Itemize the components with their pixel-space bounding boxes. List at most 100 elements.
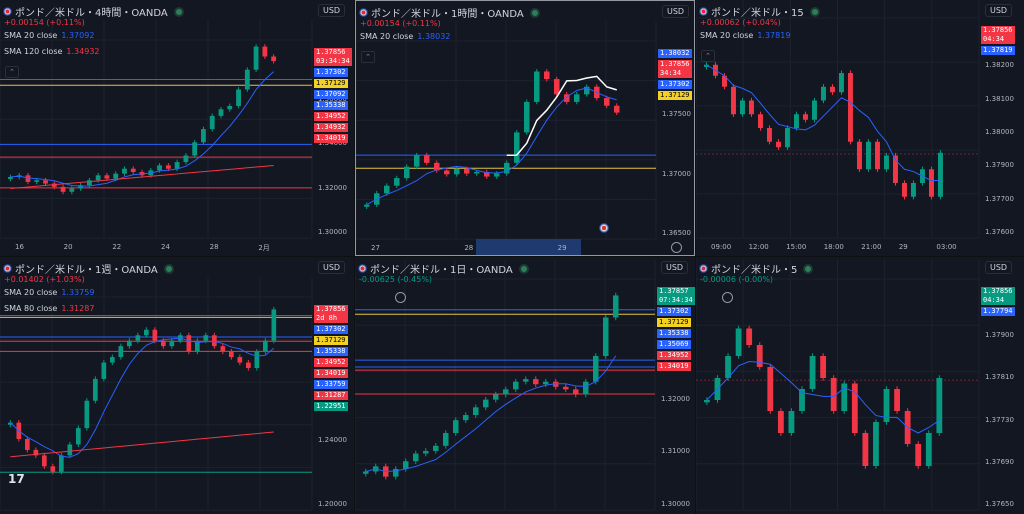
price-change: -0.00006 (-0.00%)	[700, 275, 774, 284]
chart-panel-5m[interactable]: ポンド／米ドル・5-0.00006 (-0.00%)USD1.380001.37…	[696, 257, 1024, 514]
indicator-legend[interactable]: SMA 20 close 1.37092	[4, 31, 94, 40]
chart-panel-1h[interactable]: ポンド／米ドル・1時間・OANDA +0.00154 (+0.11%) SMA 20…	[355, 0, 695, 256]
candle-body	[925, 433, 932, 466]
candle-body	[169, 340, 175, 347]
candle-body	[59, 455, 64, 472]
candle-body	[767, 367, 774, 411]
y-axis-tick: 1.32000	[318, 183, 347, 192]
panel-title[interactable]: ポンド／米ドル・1時間・OANDA	[359, 5, 540, 20]
chart-panel-4h[interactable]: ポンド／米ドル・4時間・OANDA +0.00154 (+0.11%) SMA 20…	[0, 0, 354, 256]
candle-body	[84, 400, 90, 429]
price-label: 1.37129	[657, 318, 691, 327]
currency-button[interactable]: USD	[661, 261, 689, 274]
currency-button[interactable]: USD	[662, 5, 690, 18]
currency-button[interactable]: USD	[985, 261, 1013, 274]
panel-title[interactable]: ポンド／米ドル・4時間・OANDA	[3, 4, 184, 19]
chart-panel-15m[interactable]: ポンド／米ドル・15 +0.00062 (+0.04%) SMA 20 close 1…	[696, 0, 1024, 256]
chart-canvas[interactable]	[696, 0, 1024, 256]
market-open-icon	[173, 6, 184, 17]
symbol-title: ポンド／米ドル・15	[711, 8, 804, 19]
globe-icon[interactable]	[395, 292, 406, 303]
indicator-name: SMA 20 close	[4, 31, 58, 40]
candle-body	[414, 155, 420, 167]
market-open-icon	[518, 263, 529, 274]
candle-body	[894, 389, 900, 411]
chart-canvas[interactable]	[696, 257, 1024, 514]
candle-body	[873, 422, 879, 466]
candle-body	[363, 471, 369, 474]
indicator-legend[interactable]: SMA 120 close 1.34932	[4, 47, 100, 56]
indicator-legend[interactable]: SMA 20 close 1.38032	[360, 32, 450, 41]
candle-body	[454, 168, 460, 175]
candle-body	[186, 335, 192, 352]
chart-panel-1w[interactable]: ポンド／米ドル・1週・OANDA +0.01402 (+1.03%) SMA 20 …	[0, 257, 354, 514]
globe-icon[interactable]	[722, 292, 733, 303]
y-axis-tick: 1.37000	[662, 169, 691, 178]
currency-button[interactable]: USD	[985, 4, 1013, 17]
candle-body	[746, 328, 753, 345]
candle-body	[812, 100, 817, 120]
candle-body	[237, 357, 243, 363]
y-axis-tick: 1.32000	[661, 394, 690, 403]
indicator-legend[interactable]: SMA 20 close 1.33759	[4, 288, 94, 297]
chart-canvas[interactable]	[0, 0, 354, 256]
y-axis-tick: 1.30000	[661, 500, 690, 508]
currency-button[interactable]: USD	[318, 4, 346, 17]
gbpusd-flag-icon	[359, 8, 368, 17]
drawn-trend-curve[interactable]	[506, 75, 617, 156]
collapse-legend-button[interactable]: ⌃	[701, 50, 715, 62]
chart-canvas[interactable]	[356, 1, 695, 256]
tradingview-logo[interactable]: 17	[8, 472, 25, 486]
candle-body	[603, 317, 609, 356]
collapse-legend-button[interactable]: ⌃	[361, 51, 375, 63]
y-axis-tick: 1.34000	[318, 139, 347, 147]
panel-title[interactable]: ポンド／米ドル・1日・OANDA	[358, 261, 529, 276]
x-axis-tick: 28	[464, 244, 474, 252]
price-label: 1.34019	[314, 134, 348, 143]
candle-body	[493, 394, 499, 400]
candle-body	[821, 86, 826, 101]
candle-body	[704, 400, 710, 403]
candle-body	[413, 453, 419, 462]
x-axis-tick: 21:00	[861, 243, 882, 251]
currency-button[interactable]: USD	[318, 261, 346, 274]
candle-body	[614, 105, 620, 113]
price-label: 1.37856 04:34	[981, 287, 1015, 305]
candle-body	[443, 433, 449, 446]
symbol-title: ポンド／米ドル・4時間・OANDA	[15, 8, 168, 19]
candle-body	[756, 345, 763, 367]
candle-body	[866, 141, 871, 170]
chart-panel-1d[interactable]: ポンド／米ドル・1日・OANDA-0.00625 (-0.45%)USD1.36…	[355, 257, 695, 514]
gbpusd-flag-icon	[699, 264, 708, 273]
time-highlight	[476, 239, 581, 255]
panel-title[interactable]: ポンド／米ドル・1週・OANDA	[3, 261, 174, 276]
price-label: 1.37819	[981, 46, 1015, 55]
indicator-legend[interactable]: SMA 80 close 1.31287	[4, 304, 94, 313]
candle-body	[424, 155, 430, 163]
candle-body	[704, 64, 709, 67]
price-label: 1.37856 04:34	[981, 26, 1015, 44]
candle-body	[534, 71, 540, 102]
price-label: 1.37302	[658, 80, 692, 89]
chart-canvas[interactable]	[355, 257, 695, 514]
price-change: +0.01402 (+1.03%)	[4, 275, 85, 284]
gbpusd-flag-icon	[3, 7, 12, 16]
candle-body	[848, 73, 853, 142]
panel-title[interactable]: ポンド／米ドル・15	[699, 4, 820, 19]
candle-body	[135, 335, 141, 341]
candle-body	[776, 141, 781, 148]
collapse-legend-button[interactable]: ⌃	[5, 66, 19, 78]
indicator-legend[interactable]: SMA 20 close 1.37819	[700, 31, 790, 40]
price-label: 1.35338	[657, 329, 691, 338]
candle-body	[263, 340, 268, 352]
panel-title[interactable]: ポンド／米ドル・5	[699, 261, 814, 276]
economic-event-icon[interactable]	[599, 223, 609, 233]
chart-canvas[interactable]	[0, 257, 354, 514]
candle-body	[93, 378, 98, 401]
candle-body	[883, 389, 890, 422]
candle-body	[104, 175, 110, 179]
candle-body	[809, 356, 816, 389]
candle-body	[271, 56, 277, 62]
settings-circle-icon[interactable]	[671, 242, 682, 253]
candle-body	[785, 128, 790, 148]
